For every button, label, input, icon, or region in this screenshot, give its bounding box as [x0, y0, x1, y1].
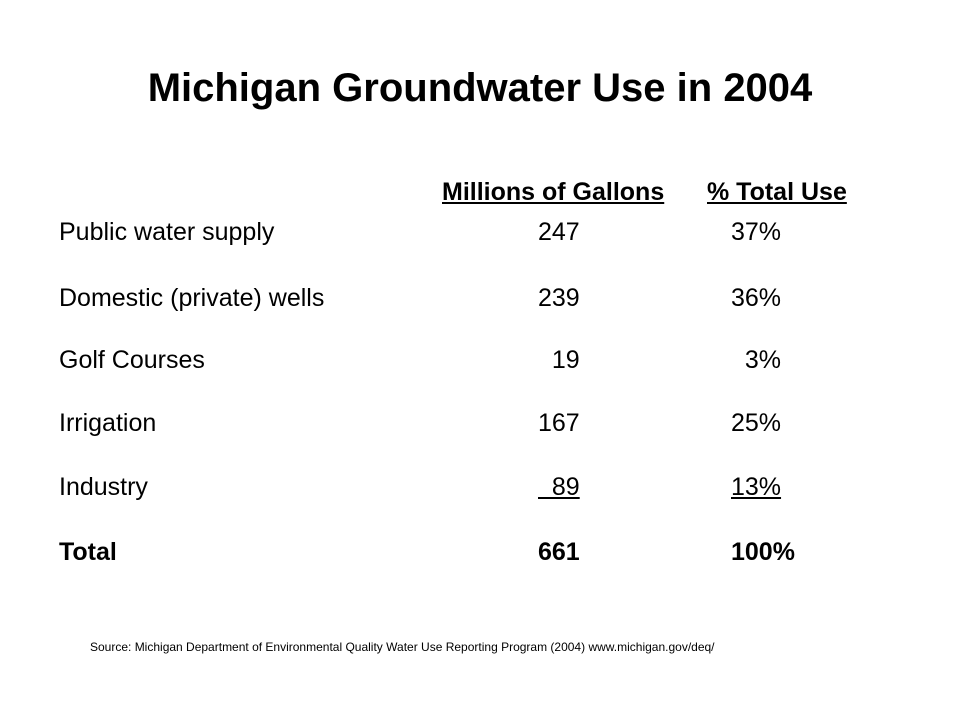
row-label: Irrigation: [59, 409, 157, 437]
row-gallons: 89: [538, 473, 580, 501]
row-gallons: 247: [538, 218, 580, 246]
column-header-gallons: Millions of Gallons: [442, 178, 665, 206]
total-gallons: 661: [538, 538, 580, 566]
row-label: Public water supply: [59, 218, 275, 246]
row-percent: 36%: [731, 284, 782, 312]
row-label: Industry: [59, 473, 148, 501]
total-label: Total: [59, 538, 117, 566]
column-header-percent: % Total Use: [707, 178, 847, 206]
row-percent: 13%: [731, 473, 782, 501]
source-citation: Source: Michigan Department of Environme…: [90, 640, 715, 654]
row-percent: 3%: [731, 346, 782, 374]
total-percent: 100%: [731, 538, 795, 566]
row-gallons: 167: [538, 409, 580, 437]
row-label: Golf Courses: [59, 346, 205, 374]
total-row: Total 661 100%: [0, 538, 960, 574]
table-row: Irrigation 167 25%: [0, 409, 960, 445]
table-row: Industry 89 13%: [0, 473, 960, 509]
row-gallons: 19: [538, 346, 580, 374]
slide-title: Michigan Groundwater Use in 2004: [147, 66, 813, 110]
table-row: Domestic (private) wells 239 36%: [0, 284, 960, 320]
table-row: Public water supply 247 37%: [0, 218, 960, 254]
row-gallons: 239: [538, 284, 580, 312]
table-row: Golf Courses 19 3%: [0, 346, 960, 382]
row-label: Domestic (private) wells: [59, 284, 325, 312]
row-percent: 25%: [731, 409, 782, 437]
row-percent: 37%: [731, 218, 782, 246]
